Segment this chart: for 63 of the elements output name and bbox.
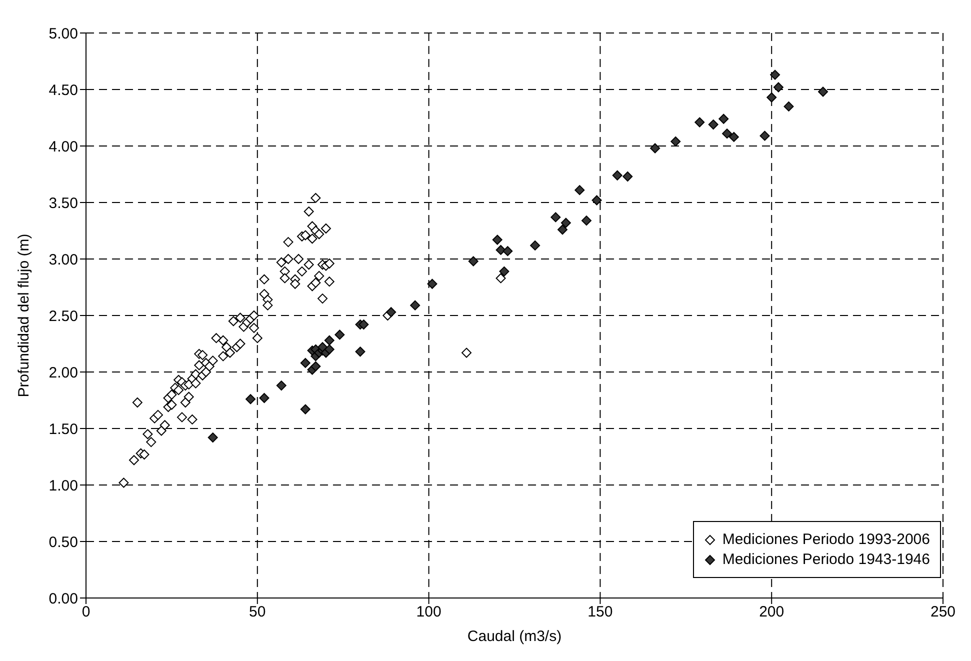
point: [300, 358, 310, 368]
y-tick-label: 4.00: [48, 138, 78, 156]
point: [773, 82, 784, 92]
point: [358, 320, 369, 330]
point: [766, 92, 777, 102]
point: [728, 132, 739, 142]
point: [427, 278, 438, 289]
y-tick-label: 0.00: [48, 590, 78, 608]
point: [708, 120, 718, 130]
point: [386, 307, 396, 318]
point: [694, 117, 705, 128]
point: [574, 185, 585, 196]
point: [208, 432, 218, 443]
point: [410, 300, 420, 310]
point: [492, 234, 502, 245]
y-tick-label: 2.00: [48, 364, 78, 382]
point: [560, 218, 571, 228]
point: [530, 240, 540, 250]
point: [612, 170, 622, 180]
point: [324, 344, 334, 354]
point: [784, 101, 794, 112]
point: [581, 216, 592, 226]
y-axis-title: Profundidad del flujo (m): [15, 234, 32, 398]
point: [318, 342, 328, 352]
point: [499, 266, 510, 276]
point: [334, 330, 345, 340]
y-tick-label: 1.00: [48, 477, 78, 494]
x-tick-label: 50: [249, 604, 266, 621]
point: [770, 70, 780, 80]
legend-label: Mediciones Periodo 1993-2006: [722, 531, 930, 548]
point: [468, 256, 478, 266]
point: [502, 246, 513, 256]
point: [310, 361, 321, 372]
point: [670, 136, 681, 146]
x-tick-label: 0: [82, 604, 90, 621]
point: [276, 380, 286, 391]
point: [355, 346, 366, 357]
point: [650, 143, 660, 154]
point: [622, 172, 633, 182]
point: [722, 128, 732, 139]
y-tick-label: 0.50: [48, 534, 78, 551]
x-tick-label: 250: [930, 604, 956, 621]
point: [550, 212, 561, 222]
point: [246, 394, 256, 404]
y-tick-label: 2.50: [48, 308, 78, 325]
x-tick-label: 150: [588, 604, 613, 621]
x-tick-label: 200: [759, 604, 784, 621]
point: [557, 224, 568, 235]
point: [300, 404, 310, 414]
legend-label: Mediciones Periodo 1943-1946: [722, 551, 930, 568]
y-tick-label: 3.00: [48, 251, 78, 268]
y-tick-label: 1.50: [48, 420, 78, 438]
point: [592, 195, 602, 206]
point: [818, 86, 828, 97]
y-tick-label: 5.00: [48, 25, 78, 42]
point: [259, 392, 270, 403]
y-tick-label: 3.50: [48, 194, 78, 212]
x-axis-title: Caudal (m3/s): [467, 628, 562, 645]
point: [760, 130, 770, 141]
point: [718, 114, 729, 124]
point: [324, 335, 334, 346]
x-tick-label: 100: [416, 604, 442, 621]
y-tick-label: 4.50: [48, 82, 78, 99]
